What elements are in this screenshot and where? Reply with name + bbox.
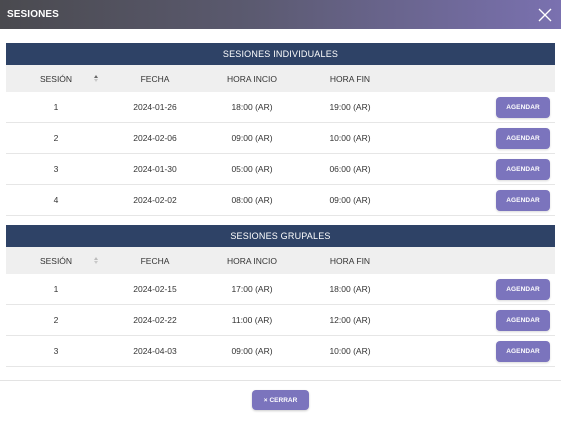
close-button[interactable]: × CERRAR [252, 390, 309, 410]
close-icon-glyph [538, 8, 552, 21]
cell-hora-inicio: 18:00 (AR) [231, 102, 273, 112]
close-button-label: CERRAR [269, 396, 298, 404]
section-title-grupales: SESIONES GRUPALES [6, 225, 555, 247]
column-header-hora-fin: HORA FIN [329, 255, 371, 266]
sort-icon[interactable] [92, 247, 100, 274]
close-icon[interactable] [537, 7, 553, 23]
cell-hora-fin: 09:00 (AR) [329, 195, 371, 205]
cell-hora-inicio: 11:00 (AR) [231, 315, 273, 325]
table-row: 1 2024-02-15 17:00 (AR) 18:00 (AR) AGEND… [6, 274, 555, 305]
column-header-hora-inicio: HORA INCIO [226, 255, 278, 266]
cell-hora-fin: 18:00 (AR) [329, 284, 371, 294]
cell-fecha: 2024-02-06 [133, 133, 177, 143]
agendar-button[interactable]: AGENDAR [496, 158, 550, 180]
modal-header: SESIONES [0, 0, 561, 29]
agendar-button[interactable]: AGENDAR [496, 278, 550, 300]
table-row: 4 2024-02-02 08:00 (AR) 09:00 (AR) AGEND… [6, 185, 555, 216]
table-row: 1 2024-01-26 18:00 (AR) 19:00 (AR) AGEND… [6, 92, 555, 123]
close-x-icon: × [263, 396, 268, 404]
cell-fecha: 2024-01-26 [133, 102, 177, 112]
table-header: SESIÓN FECHA HORA INCIO HORA FIN [6, 247, 555, 274]
sort-icon[interactable] [92, 65, 100, 92]
cell-sesion: 3 [53, 164, 59, 174]
cell-sesion: 2 [53, 315, 59, 325]
agendar-button[interactable]: AGENDAR [496, 309, 550, 331]
column-header-hora-inicio: HORA INCIO [226, 73, 278, 84]
cell-sesion: 2 [53, 133, 59, 143]
cell-hora-inicio: 09:00 (AR) [231, 346, 273, 356]
cell-fecha: 2024-04-03 [133, 346, 177, 356]
cell-hora-inicio: 08:00 (AR) [231, 195, 273, 205]
group-sessions-table: SESIONES GRUPALES SESIÓN FECHA HORA INCI… [6, 225, 555, 367]
column-header-hora-fin: HORA FIN [329, 73, 371, 84]
cell-sesion: 1 [53, 284, 59, 294]
cell-fecha: 2024-02-22 [133, 315, 177, 325]
cell-hora-fin: 12:00 (AR) [329, 315, 371, 325]
agendar-button[interactable]: AGENDAR [496, 96, 550, 118]
column-header-fecha: FECHA [140, 255, 170, 266]
cell-hora-fin: 10:00 (AR) [329, 346, 371, 356]
cell-hora-inicio: 17:00 (AR) [231, 284, 273, 294]
agendar-button[interactable]: AGENDAR [496, 189, 550, 211]
individual-sessions-table: SESIONES INDIVIDUALES SESIÓN FECHA HORA … [6, 43, 555, 216]
cell-hora-inicio: 09:00 (AR) [231, 133, 273, 143]
agendar-button[interactable]: AGENDAR [496, 340, 550, 362]
table-row: 3 2024-01-30 05:00 (AR) 06:00 (AR) AGEND… [6, 154, 555, 185]
column-header-sesion[interactable]: SESIÓN [39, 73, 73, 84]
column-header-fecha: FECHA [140, 73, 170, 84]
cell-sesion: 3 [53, 346, 59, 356]
cell-sesion: 1 [53, 102, 59, 112]
cell-hora-fin: 06:00 (AR) [329, 164, 371, 174]
section-title-individuales: SESIONES INDIVIDUALES [6, 43, 555, 65]
cell-fecha: 2024-02-02 [133, 195, 177, 205]
table-row: 3 2024-04-03 09:00 (AR) 10:00 (AR) AGEND… [6, 336, 555, 367]
table-row: 2 2024-02-22 11:00 (AR) 12:00 (AR) AGEND… [6, 305, 555, 336]
cell-hora-fin: 19:00 (AR) [329, 102, 371, 112]
column-header-sesion[interactable]: SESIÓN [39, 255, 73, 266]
cell-fecha: 2024-01-30 [133, 164, 177, 174]
table-row: 2 2024-02-06 09:00 (AR) 10:00 (AR) AGEND… [6, 123, 555, 154]
footer-divider [0, 380, 561, 381]
modal-title: SESIONES [7, 9, 59, 20]
cell-fecha: 2024-02-15 [133, 284, 177, 294]
agendar-button[interactable]: AGENDAR [496, 127, 550, 149]
cell-hora-fin: 10:00 (AR) [329, 133, 371, 143]
table-header: SESIÓN FECHA HORA INCIO HORA FIN [6, 65, 555, 92]
cell-sesion: 4 [53, 195, 59, 205]
cell-hora-inicio: 05:00 (AR) [231, 164, 273, 174]
